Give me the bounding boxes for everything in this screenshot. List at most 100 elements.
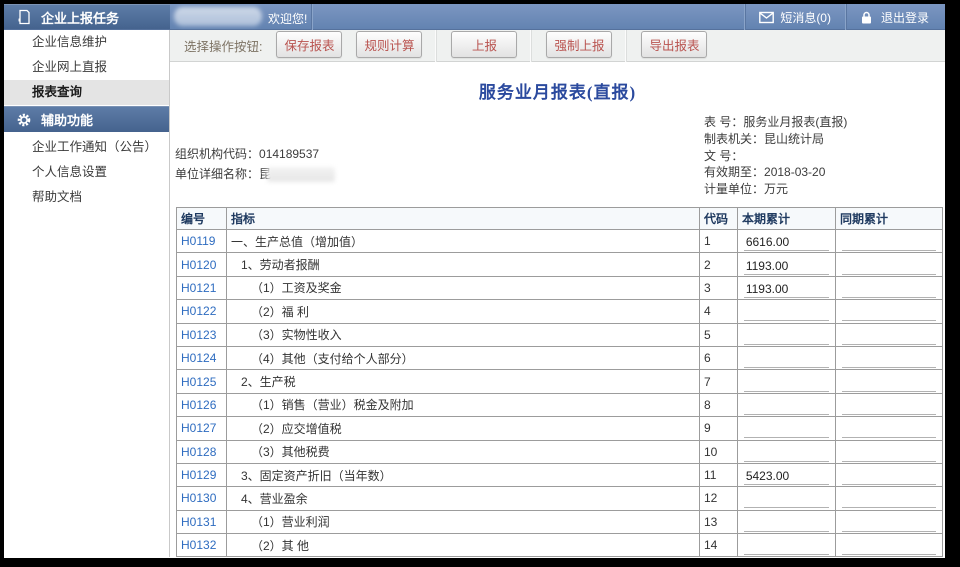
current-period-input[interactable] bbox=[743, 327, 830, 345]
current-period-cell bbox=[737, 416, 836, 441]
previous-period-input[interactable] bbox=[842, 468, 936, 486]
current-period-input[interactable] bbox=[743, 257, 830, 275]
current-period-input[interactable] bbox=[743, 351, 830, 369]
row-id-link[interactable]: H0119 bbox=[181, 234, 216, 249]
previous-period-input[interactable] bbox=[842, 234, 936, 252]
current-period-input[interactable] bbox=[743, 444, 830, 462]
previous-period-cell bbox=[835, 509, 943, 535]
report-data-table: 编号 指标 代码 本期累计 同期累计 H0119一、生产总值（增加值）1H012… bbox=[176, 207, 943, 558]
toolbar-button[interactable]: 上报 bbox=[451, 30, 518, 58]
row-id-cell: H0126 bbox=[176, 392, 227, 418]
row-id-link[interactable]: H0127 bbox=[181, 421, 217, 436]
current-period-cell bbox=[737, 509, 836, 535]
meta-line: 有效期至：2018-03-20 bbox=[704, 165, 826, 180]
meta-line: 文 号： bbox=[704, 148, 744, 163]
top-bar-right-area: 欢迎您! 短消息(0) bbox=[170, 4, 945, 30]
previous-period-input[interactable] bbox=[842, 351, 936, 369]
row-id-link[interactable]: H0125 bbox=[181, 374, 217, 389]
current-period-input[interactable] bbox=[743, 397, 830, 415]
gear-icon bbox=[16, 112, 32, 128]
code-cell: 2 bbox=[699, 252, 738, 277]
current-period-cell bbox=[737, 486, 836, 511]
row-id-cell: H0119 bbox=[176, 228, 227, 254]
row-id-link[interactable]: H0131 bbox=[181, 514, 217, 529]
row-id-link[interactable]: H0129 bbox=[181, 468, 217, 483]
row-id-link[interactable]: H0124 bbox=[181, 351, 217, 366]
logout-button[interactable]: 退出登录 bbox=[844, 4, 943, 30]
current-period-input[interactable] bbox=[743, 234, 830, 252]
indicator-cell: （1）营业利润 bbox=[226, 509, 700, 535]
current-period-input[interactable] bbox=[743, 538, 830, 556]
previous-period-input[interactable] bbox=[842, 397, 936, 415]
table-row: H0128 （3）其他税费 10 bbox=[176, 439, 943, 464]
indicator-cell: （1）销售（营业）税金及附加 bbox=[226, 392, 700, 418]
row-id-link[interactable]: H0126 bbox=[181, 397, 217, 412]
clipboard-plus-icon bbox=[16, 9, 32, 25]
previous-period-cell bbox=[835, 275, 943, 301]
current-period-cell bbox=[737, 252, 836, 277]
toolbar-button[interactable]: 保存报表 bbox=[276, 30, 343, 58]
current-period-input[interactable] bbox=[743, 421, 830, 439]
sidebar-section-header-report-tasks[interactable]: 企业上报任务 bbox=[4, 4, 170, 29]
table-row: H0125 2、生产税 7 bbox=[176, 369, 943, 394]
messages-button[interactable]: 短消息(0) bbox=[744, 4, 845, 30]
toolbar-divider bbox=[626, 29, 628, 62]
logout-label: 退出登录 bbox=[880, 10, 929, 25]
row-id-link[interactable]: H0120 bbox=[181, 257, 217, 272]
previous-period-input[interactable] bbox=[842, 257, 936, 275]
previous-period-cell bbox=[835, 439, 943, 464]
code-cell: 7 bbox=[699, 369, 738, 394]
sidebar-item[interactable]: 帮助文档 bbox=[32, 190, 83, 204]
table-row: H0123 （3）实物性收入 5 bbox=[176, 322, 943, 347]
previous-period-input[interactable] bbox=[842, 421, 936, 439]
current-period-input[interactable] bbox=[743, 304, 830, 322]
toolbar-button[interactable]: 强制上报 bbox=[546, 30, 613, 58]
current-period-cell bbox=[737, 345, 836, 371]
row-id-cell: H0120 bbox=[176, 252, 227, 277]
table-row: H0130 4、营业盈余 12 bbox=[176, 486, 943, 511]
code-cell: 4 bbox=[699, 299, 738, 324]
sidebar-item[interactable]: 企业网上直报 bbox=[32, 60, 108, 74]
current-period-input[interactable] bbox=[743, 374, 830, 392]
row-id-cell: H0124 bbox=[176, 345, 227, 371]
report-title: 服务业月报表(直报) bbox=[478, 83, 637, 102]
col-header-current: 本期累计 bbox=[737, 207, 836, 230]
col-header-indicator: 指标 bbox=[226, 207, 700, 230]
previous-period-input[interactable] bbox=[842, 327, 936, 345]
row-id-cell: H0125 bbox=[176, 369, 227, 394]
row-id-link[interactable]: H0132 bbox=[181, 538, 217, 553]
current-period-input[interactable] bbox=[743, 468, 830, 486]
indicator-cell: （3）实物性收入 bbox=[226, 322, 700, 347]
previous-period-input[interactable] bbox=[842, 374, 936, 392]
sidebar-item[interactable]: 报表查询 bbox=[4, 80, 169, 105]
row-id-link[interactable]: H0121 bbox=[181, 280, 217, 295]
row-id-link[interactable]: H0130 bbox=[181, 491, 217, 506]
current-period-input[interactable] bbox=[743, 514, 830, 532]
toolbar-button[interactable]: 导出报表 bbox=[641, 30, 708, 58]
previous-period-input[interactable] bbox=[842, 280, 936, 298]
row-id-link[interactable]: H0128 bbox=[181, 444, 217, 459]
previous-period-input[interactable] bbox=[842, 491, 936, 509]
previous-period-input[interactable] bbox=[842, 304, 936, 322]
sidebar-item[interactable]: 个人信息设置 bbox=[32, 165, 108, 179]
sidebar-item[interactable]: 企业信息维护 bbox=[32, 35, 108, 49]
org-code-label: 组织机构代码： bbox=[175, 147, 260, 161]
toolbar-button[interactable]: 规则计算 bbox=[356, 30, 423, 58]
messages-label: 短消息(0) bbox=[780, 10, 831, 25]
previous-period-input[interactable] bbox=[842, 514, 936, 532]
indicator-cell: （4）其他（支付给个人部分） bbox=[226, 345, 700, 371]
previous-period-input[interactable] bbox=[842, 538, 936, 556]
row-id-link[interactable]: H0122 bbox=[181, 304, 217, 319]
meta-line: 表 号：服务业月报表(直报) bbox=[704, 115, 848, 129]
row-id-cell: H0131 bbox=[176, 509, 227, 535]
current-period-input[interactable] bbox=[743, 491, 830, 509]
toolbar-label: 选择操作按钮: bbox=[184, 40, 263, 54]
col-header-id: 编号 bbox=[176, 207, 227, 230]
sidebar-item[interactable]: 企业工作通知（公告） bbox=[32, 140, 158, 154]
row-id-cell: H0128 bbox=[176, 439, 227, 464]
sidebar-section-title: 辅助功能 bbox=[41, 113, 94, 128]
previous-period-input[interactable] bbox=[842, 444, 936, 462]
row-id-link[interactable]: H0123 bbox=[181, 327, 217, 342]
sidebar-section-header-assist[interactable]: 辅助功能 bbox=[4, 106, 169, 132]
current-period-input[interactable] bbox=[743, 280, 830, 298]
